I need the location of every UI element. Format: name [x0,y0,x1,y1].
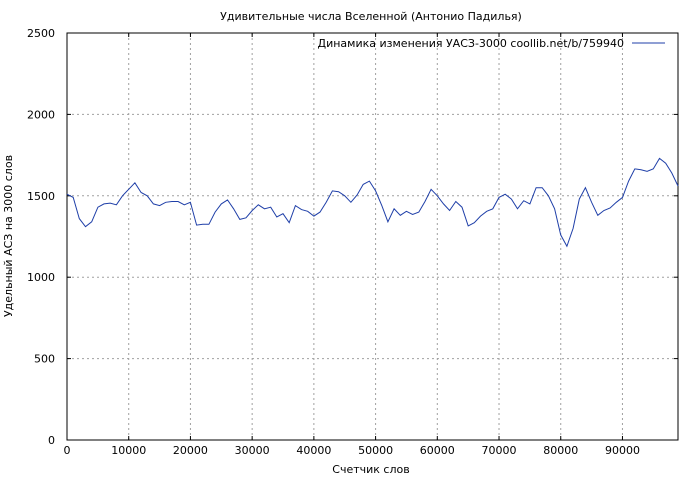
series-layer [66,157,679,248]
x-tick-label: 10000 [111,444,146,457]
axis-ticks: 0 10000 20000 30000 40000 50000 60000 70000 8000… [27,27,678,457]
x-axis-label: Счетчик слов [332,463,409,476]
legend: Динамика изменения УАСЗ-3000 coollib.net… [318,37,665,50]
x-tick-label: 70000 [482,444,517,457]
x-tick-label: 80000 [543,444,578,457]
x-tick-label: 0 [64,444,71,457]
chart-title: Удивительные числа Вселенной (Антонио Па… [220,10,522,23]
x-tick-label: 40000 [296,444,331,457]
x-tick-label: 50000 [358,444,393,457]
x-tick-label: 20000 [173,444,208,457]
y-axis-label: Удельный АСЗ на 3000 слов [2,155,15,317]
x-tick-label: 60000 [420,444,455,457]
x-tick-label: 30000 [235,444,270,457]
legend-label: Динамика изменения УАСЗ-3000 coollib.net… [318,37,625,50]
x-tick-label: 90000 [605,444,640,457]
series-line [66,157,679,248]
plot-area-frame [66,32,679,441]
y-tick-label: 2500 [27,27,55,40]
y-tick-label: 1500 [27,190,55,203]
y-tick-label: 500 [34,353,55,366]
grid [67,33,678,440]
y-tick-label: 2000 [27,108,55,121]
y-tick-label: 1000 [27,271,55,284]
y-tick-label: 0 [48,434,55,447]
